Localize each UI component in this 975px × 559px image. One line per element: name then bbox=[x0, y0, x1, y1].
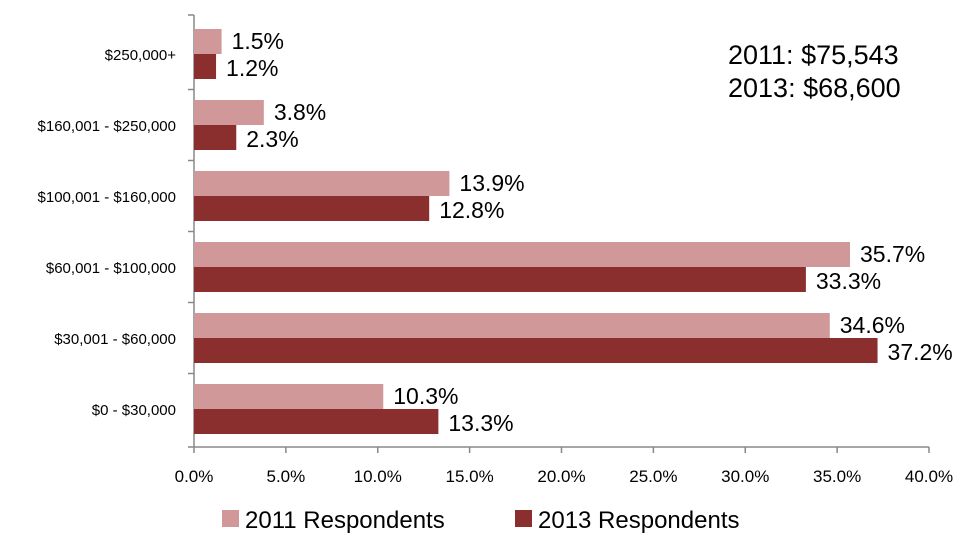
bar-2013 bbox=[194, 409, 439, 434]
bar-2011 bbox=[194, 29, 222, 54]
category-label: $250,000+ bbox=[105, 47, 177, 64]
data-label: 33.3% bbox=[816, 268, 881, 294]
bar-2011 bbox=[194, 242, 850, 267]
data-label: 13.3% bbox=[448, 410, 513, 436]
bar-2011 bbox=[194, 313, 830, 338]
bar-2013 bbox=[194, 125, 237, 150]
data-label: 35.7% bbox=[860, 241, 925, 267]
data-label: 10.3% bbox=[393, 383, 458, 409]
data-label: 3.8% bbox=[274, 99, 326, 125]
x-tick-label: 20.0% bbox=[537, 467, 585, 486]
category-label: $60,001 - $100,000 bbox=[46, 260, 176, 277]
data-label: 12.8% bbox=[439, 197, 504, 223]
bar-2013 bbox=[194, 267, 806, 292]
data-label: 13.9% bbox=[459, 170, 524, 196]
bar-2013 bbox=[194, 196, 430, 221]
x-tick-label: 10.0% bbox=[354, 467, 402, 486]
bar-2013 bbox=[194, 338, 878, 363]
bar-2013 bbox=[194, 54, 217, 79]
x-tick-label: 25.0% bbox=[629, 467, 677, 486]
category-label: $30,001 - $60,000 bbox=[54, 331, 176, 348]
bar-2011 bbox=[194, 384, 384, 409]
x-tick-label: 15.0% bbox=[446, 467, 494, 486]
category-label: $100,001 - $160,000 bbox=[38, 189, 176, 206]
data-label: 1.5% bbox=[232, 28, 284, 54]
x-tick-label: 40.0% bbox=[905, 467, 953, 486]
data-label: 1.2% bbox=[226, 55, 278, 81]
bar-2011 bbox=[194, 171, 450, 196]
data-label: 2.3% bbox=[246, 126, 298, 152]
legend-swatch bbox=[222, 510, 239, 527]
x-tick-label: 0.0% bbox=[175, 467, 214, 486]
median-income-annotation: 2013: $68,600 bbox=[728, 73, 901, 103]
data-label: 34.6% bbox=[840, 312, 905, 338]
x-tick-label: 5.0% bbox=[267, 467, 306, 486]
data-label: 37.2% bbox=[888, 339, 953, 365]
category-label: $0 - $30,000 bbox=[92, 402, 176, 419]
legend-label: 2011 Respondents bbox=[245, 507, 445, 534]
median-income-annotation: 2011: $75,543 bbox=[728, 40, 899, 70]
x-tick-label: 35.0% bbox=[813, 467, 861, 486]
category-label: $160,001 - $250,000 bbox=[38, 118, 176, 135]
x-tick-label: 30.0% bbox=[721, 467, 769, 486]
legend-swatch bbox=[515, 510, 532, 527]
legend-label: 2013 Respondents bbox=[538, 507, 740, 534]
bar-2011 bbox=[194, 100, 264, 125]
